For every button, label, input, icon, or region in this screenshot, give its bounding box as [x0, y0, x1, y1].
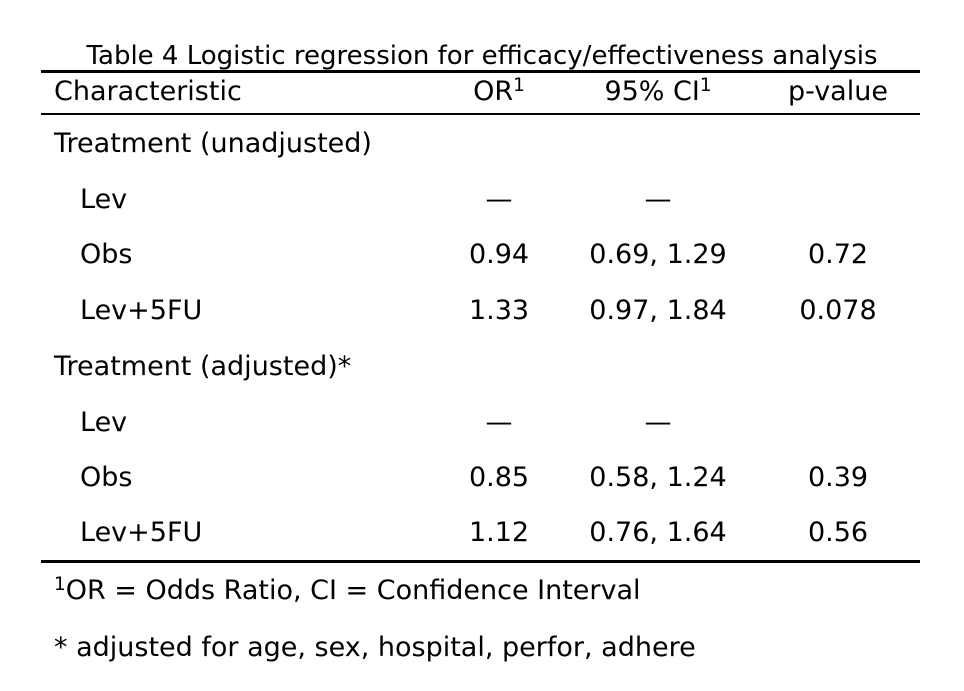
group-row-unadjusted: Treatment (unadjusted) — [0, 120, 964, 168]
footnote-abbreviations: 1OR = Odds Ratio, CI = Confidence Interv… — [54, 571, 641, 614]
header-ci-footnote-marker: 1 — [699, 74, 712, 96]
header-or: OR1 — [440, 68, 558, 116]
row-label: Lev+5FU — [80, 295, 203, 326]
table-row: Lev+5FU 1.33 0.97, 1.84 0.078 — [0, 287, 964, 335]
row-label: Lev — [80, 184, 128, 215]
footnote-text: OR = Odds Ratio, CI = Confidence Interva… — [65, 575, 641, 606]
footnote-marker: 1 — [54, 573, 66, 595]
p-value: 0.078 — [799, 295, 877, 326]
or-value: 1.12 — [468, 517, 530, 548]
group-row-adjusted: Treatment (adjusted)* — [0, 343, 964, 391]
table-row: Lev+5FU 1.12 0.76, 1.64 0.56 — [0, 509, 964, 557]
ci-value: 0.58, 1.24 — [589, 462, 727, 493]
header-characteristic: Characteristic — [54, 76, 242, 107]
or-value: — — [485, 184, 513, 215]
p-value — [768, 399, 908, 447]
ci-value: 0.97, 1.84 — [589, 295, 727, 326]
top-rule — [41, 70, 920, 73]
row-label: Obs — [80, 462, 133, 493]
row-label: Lev — [80, 407, 128, 438]
ci-value: — — [644, 184, 672, 215]
or-value: 0.94 — [468, 239, 530, 270]
header-pvalue: p-value — [788, 76, 888, 107]
ci-value: — — [644, 407, 672, 438]
header-ci-label: 95% CI — [604, 76, 700, 107]
header-or-footnote-marker: 1 — [513, 74, 525, 96]
p-value: 0.72 — [807, 239, 869, 270]
header-ci: 95% CI1 — [578, 68, 738, 116]
or-value: 0.85 — [468, 462, 530, 493]
p-value: 0.56 — [807, 517, 869, 548]
p-value — [768, 176, 908, 224]
table-row: Lev — — — [0, 399, 964, 447]
table-row: Lev — — — [0, 176, 964, 224]
header-rule — [41, 113, 920, 115]
ci-value: 0.76, 1.64 — [589, 517, 727, 548]
p-value: 0.39 — [807, 462, 869, 493]
table-caption: Table 4 Logistic regression for efficacy… — [86, 41, 878, 71]
row-label: Lev+5FU — [80, 517, 203, 548]
or-value: 1.33 — [468, 295, 530, 326]
footnote-adjustment: * adjusted for age, sex, hospital, perfo… — [54, 632, 696, 663]
group-label: Treatment (unadjusted) — [54, 128, 372, 159]
table-row: Obs 0.85 0.58, 1.24 0.39 — [0, 454, 964, 502]
ci-value: 0.69, 1.29 — [589, 239, 727, 270]
header-or-label: OR — [473, 76, 514, 107]
or-value: — — [485, 407, 513, 438]
row-label: Obs — [80, 239, 133, 270]
header-row: Characteristic OR1 95% CI1 p-value — [0, 68, 964, 116]
group-label: Treatment (adjusted)* — [54, 351, 352, 382]
bottom-rule — [41, 560, 920, 563]
table-row: Obs 0.94 0.69, 1.29 0.72 — [0, 231, 964, 279]
